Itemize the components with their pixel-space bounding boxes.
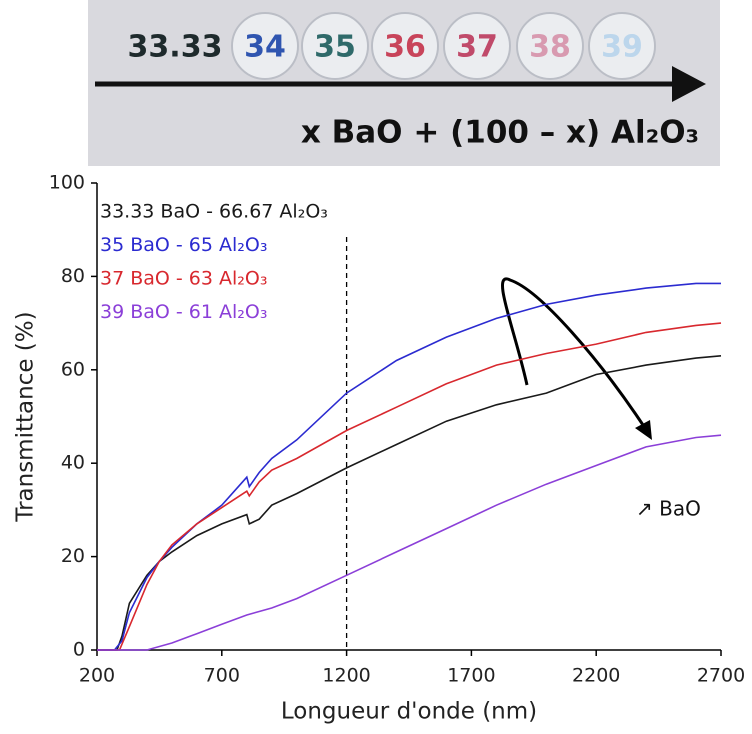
x-tick-label: 1200	[322, 665, 370, 687]
glass-disc	[231, 12, 299, 80]
x-tick-label: 1700	[447, 665, 495, 687]
annotation: ↗ BaO	[636, 497, 701, 521]
photo-label: 33.33	[128, 30, 223, 65]
y-tick-label: 60	[61, 358, 85, 380]
photo-label: 36	[384, 30, 426, 65]
photo-label: 38	[529, 30, 571, 65]
y-tick-label: 0	[73, 639, 85, 661]
x-axis-title: Longueur d'onde (nm)	[281, 699, 537, 725]
glass-disc	[516, 12, 584, 80]
y-tick-label: 20	[61, 545, 85, 567]
y-axis-title: Transmittance (%)	[13, 311, 39, 522]
y-tick-label: 100	[49, 172, 85, 194]
x-tick-label: 2700	[697, 665, 745, 687]
photo-label: 39	[601, 30, 643, 65]
photo-label: 35	[314, 30, 356, 65]
trend-arrow	[501, 277, 647, 429]
photo: 33.33 34 35 36 37 38 39	[128, 12, 656, 80]
glass-disc	[371, 12, 439, 80]
legend-label: 33.33 BaO - 66.67 Al₂O₃	[100, 201, 328, 223]
series-line	[97, 434, 722, 651]
y-tick-label: 40	[61, 452, 85, 474]
glass-disc	[588, 12, 656, 80]
glass-disc	[301, 12, 369, 80]
legend-label: 35 BaO - 65 Al₂O₃	[100, 234, 267, 256]
photo-caption: x BaO + (100 – x) Al₂O₃	[301, 115, 699, 151]
x-tick-label: 700	[204, 665, 240, 687]
x-tick-label: 2200	[572, 665, 620, 687]
y-tick-label: 80	[61, 265, 85, 287]
trend-arrowhead	[635, 420, 652, 440]
legend-label: 39 BaO - 61 Al₂O₃	[100, 301, 267, 323]
x-tick-label: 200	[79, 665, 115, 687]
chart: 200 700 1200 1700 2200 2700 0 20 40 60 80 100 Longue…	[13, 172, 746, 725]
legend-label: 37 BaO - 63 Al₂O₃	[100, 268, 267, 290]
photo-arrowhead	[672, 66, 706, 102]
photo-label: 37	[456, 30, 498, 65]
series-line	[97, 322, 722, 651]
glass-disc	[443, 12, 511, 80]
series-line	[97, 282, 721, 651]
series-line	[97, 355, 722, 651]
photo-label: 34	[244, 30, 286, 65]
